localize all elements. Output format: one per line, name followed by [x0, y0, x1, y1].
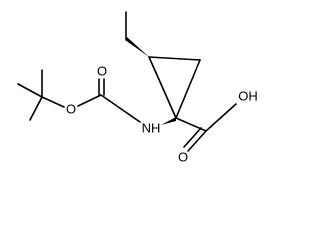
bond	[175, 59, 201, 119]
atom-label: O	[66, 101, 76, 116]
bond	[175, 117, 207, 132]
bond	[148, 56, 201, 61]
atom-label: OH	[238, 88, 258, 103]
atom-label: O	[178, 149, 188, 164]
wedge-bond	[161, 117, 176, 125]
bond	[17, 83, 43, 98]
atom-label: O	[97, 63, 107, 78]
bond	[77, 94, 102, 107]
bond	[29, 96, 43, 121]
structure: O O NH OH O	[17, 11, 258, 164]
bond	[183, 127, 202, 148]
wedge-bond	[125, 37, 149, 57]
bond	[148, 56, 177, 119]
bond	[41, 96, 65, 108]
bond	[205, 103, 237, 132]
bond	[187, 130, 207, 152]
bond	[100, 94, 141, 123]
atom-label: NH	[142, 120, 161, 135]
bonds	[17, 11, 237, 152]
